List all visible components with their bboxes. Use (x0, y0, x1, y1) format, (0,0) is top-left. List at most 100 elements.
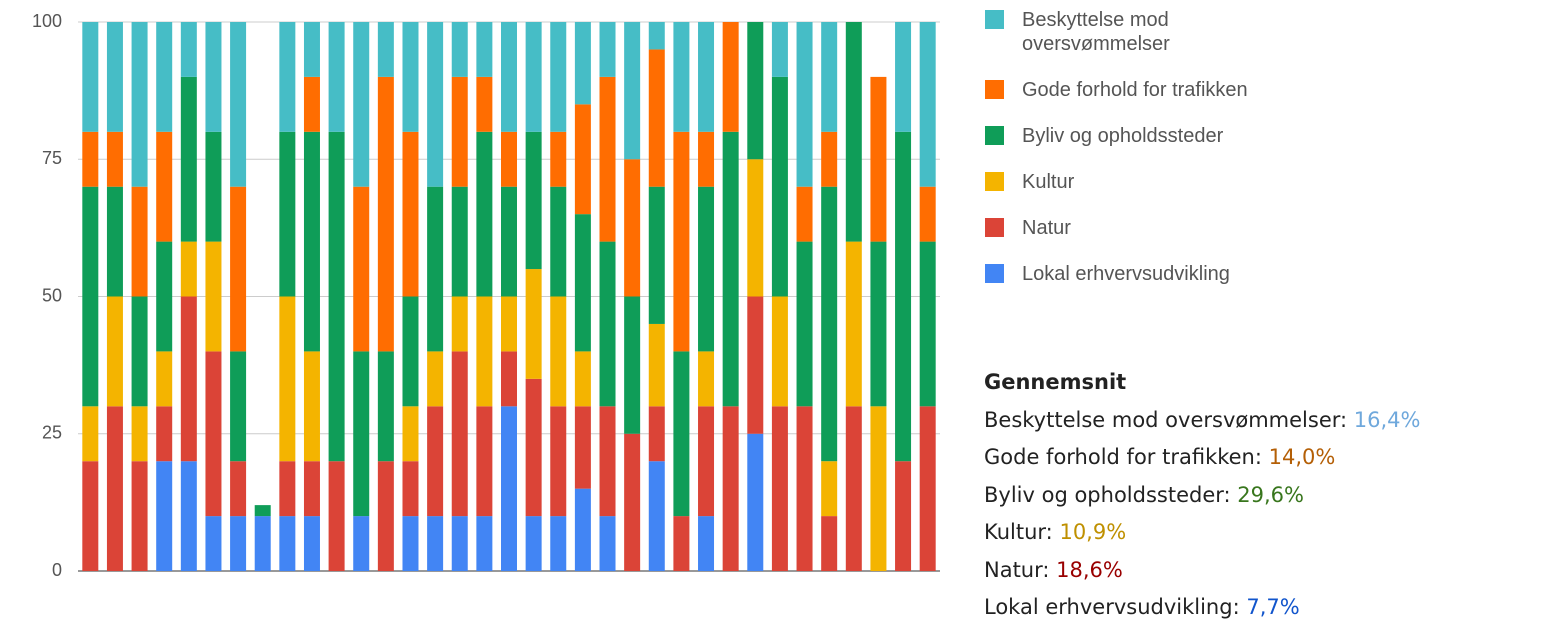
bar-segment (870, 241, 887, 407)
bar-segment (501, 22, 517, 132)
bar-segment (648, 22, 665, 50)
legend-label: Lokal erhvervsudvikling (1022, 263, 1230, 285)
bar-segment (501, 186, 517, 297)
bar-segment (796, 241, 813, 407)
legend-label: Natur (1022, 217, 1071, 239)
bar-segment (303, 131, 320, 352)
bar-segment (230, 516, 247, 571)
bar-segment (303, 22, 320, 77)
averages-title: Gennemsnit (984, 370, 1127, 394)
bar-segment (131, 22, 148, 187)
bar-segment (599, 241, 616, 407)
bar-segment (624, 159, 641, 297)
bar-segment (353, 516, 370, 571)
bar-segment (525, 378, 542, 517)
bar-segment (303, 461, 320, 517)
bar-segment (648, 323, 665, 407)
legend-label: Kultur (1022, 171, 1075, 193)
bar-segment (845, 406, 862, 571)
bar-segment (377, 76, 394, 352)
bar-segment (501, 296, 517, 352)
bar-segment (328, 461, 345, 571)
legend-item: Kultur (985, 170, 1285, 194)
bar-segment (427, 186, 444, 352)
bar-segment (574, 104, 591, 215)
bar-segment (919, 22, 936, 187)
average-row: Natur: 18,6% (984, 552, 1421, 590)
bar-segment (82, 406, 99, 462)
bar-segment (574, 488, 591, 571)
average-row: Kultur: 10,9% (984, 514, 1421, 552)
bar-segment (821, 516, 838, 571)
bar-segment (599, 406, 616, 517)
bar-segment (205, 351, 222, 517)
bar-segment (156, 241, 173, 352)
bar-segment (796, 22, 813, 187)
bar-segment (525, 22, 542, 132)
bar-segment (648, 461, 665, 571)
bar-segment (353, 22, 370, 187)
bar-segment (648, 406, 665, 462)
bar-segment (895, 22, 912, 132)
legend-swatch (985, 126, 1004, 145)
bar-segment (279, 131, 296, 297)
legend-item: Beskyttelse mod oversvømmelser (985, 8, 1285, 56)
bar-segment (501, 131, 517, 187)
legend-swatch (985, 264, 1004, 283)
bar-segment (673, 351, 690, 517)
bar-segment (722, 406, 739, 571)
legend-label: Byliv og opholdssteder (1022, 125, 1224, 147)
bar-segment (574, 214, 591, 352)
bar-segment (550, 406, 567, 517)
bar-segment (574, 22, 591, 105)
bar-segment (279, 461, 296, 517)
bar-segment (106, 131, 123, 187)
bar-segment (771, 296, 788, 407)
bar-segment (698, 351, 715, 407)
bar-segment (230, 461, 247, 517)
bar-segment (722, 22, 739, 132)
bar-segment (648, 49, 665, 187)
bar-segment (106, 296, 123, 407)
legend-swatch (985, 80, 1004, 99)
bar-segment (870, 76, 887, 242)
bar-segment (845, 22, 862, 242)
bar-segment (254, 516, 271, 571)
bar-segment (279, 296, 296, 462)
bar-segment (476, 296, 493, 407)
bar-segment (919, 186, 936, 242)
bar-segment (82, 22, 99, 132)
bar-segment (156, 461, 173, 571)
bar-segment (476, 406, 493, 517)
bar-segment (796, 406, 813, 571)
average-value: 18,6% (1056, 557, 1123, 582)
bar-segment (550, 131, 567, 187)
average-name: Kultur: (984, 520, 1053, 544)
bar-segment (303, 516, 320, 571)
bar-segment (156, 22, 173, 132)
bar-segment (895, 461, 912, 571)
bar-segment (821, 461, 838, 517)
bar-segment (747, 296, 764, 434)
bar-segment (451, 296, 468, 352)
bar-segment (673, 22, 690, 132)
legend-swatch (985, 10, 1004, 29)
legend-label: Beskyttelse mod oversvømmelser (1022, 9, 1170, 55)
bar-segment (328, 131, 345, 462)
legend-swatch (985, 172, 1004, 191)
bar-segment (427, 516, 444, 571)
bar-segment (476, 76, 493, 132)
bar-segment (156, 131, 173, 242)
bar-segment (180, 241, 197, 297)
bar-segment (205, 516, 222, 571)
bar-segment (722, 131, 739, 407)
bar-segment (205, 241, 222, 352)
bar-segment (747, 433, 764, 571)
y-tick-label: 100 (32, 11, 62, 31)
y-tick-label: 50 (42, 285, 62, 305)
bar-segment (821, 131, 838, 187)
legend: Beskyttelse mod oversvømmelser Gode forho… (985, 8, 1285, 308)
bar-segment (845, 241, 862, 407)
bar-segment (402, 406, 419, 462)
bar-segment (574, 351, 591, 407)
